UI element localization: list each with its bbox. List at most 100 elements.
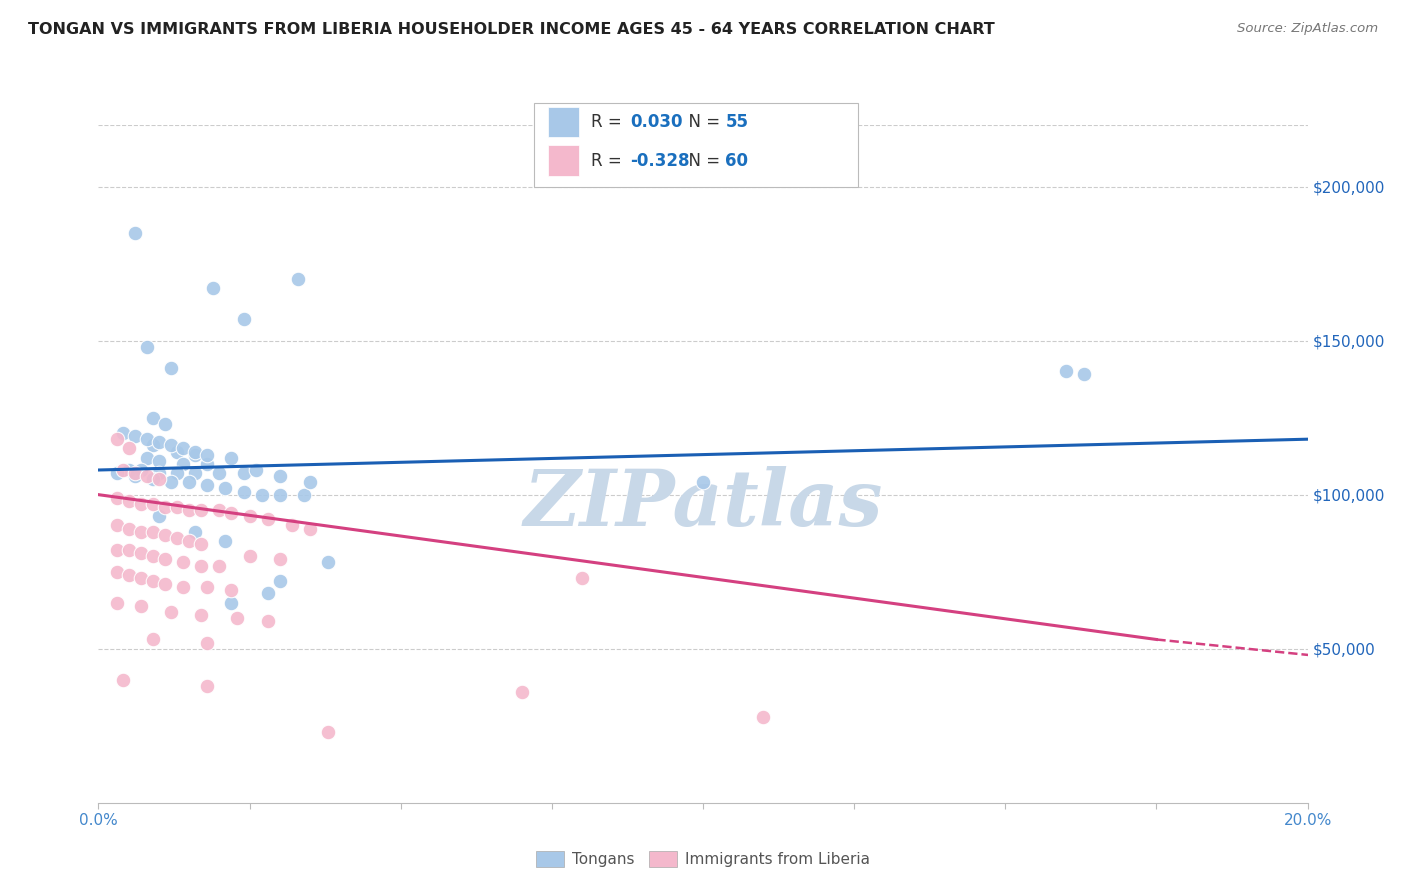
Point [118, 442, 141, 456]
Point [232, 484, 254, 499]
Point [299, 522, 322, 536]
Point [239, 549, 262, 564]
Point [166, 500, 188, 514]
Point [269, 469, 291, 483]
Point [153, 417, 176, 431]
Point [135, 469, 157, 483]
Point [111, 425, 134, 440]
Point [135, 340, 157, 354]
Point [184, 524, 207, 539]
Point [269, 552, 291, 566]
Point [226, 611, 249, 625]
Point [105, 595, 128, 609]
Point [195, 478, 218, 492]
Point [510, 685, 533, 699]
Text: ZIPatlas: ZIPatlas [523, 467, 883, 542]
Point [142, 438, 165, 452]
Point [105, 518, 128, 533]
Point [142, 497, 165, 511]
Point [105, 565, 128, 579]
Point [190, 503, 212, 517]
Point [221, 506, 243, 520]
Point [142, 410, 165, 425]
Point [166, 466, 188, 480]
Point [195, 580, 218, 594]
Point [179, 475, 201, 490]
Point [135, 450, 157, 465]
Point [105, 491, 128, 505]
Point [190, 537, 212, 551]
Point [208, 466, 231, 480]
Point [160, 361, 183, 376]
Point [214, 533, 236, 548]
Text: N =: N = [678, 113, 725, 131]
Point [111, 673, 134, 687]
Point [316, 725, 339, 739]
Point [142, 549, 165, 564]
Point [752, 709, 775, 723]
Text: Source: ZipAtlas.com: Source: ZipAtlas.com [1237, 22, 1378, 36]
Point [148, 466, 170, 480]
Point [184, 448, 207, 462]
Point [124, 226, 146, 240]
Point [166, 444, 188, 458]
Point [269, 488, 291, 502]
Point [148, 472, 170, 486]
Point [129, 463, 152, 477]
Point [118, 567, 141, 582]
Point [195, 448, 218, 462]
Point [1054, 364, 1077, 378]
Point [129, 497, 152, 511]
Point [118, 493, 141, 508]
Point [202, 281, 225, 295]
Text: N =: N = [678, 152, 725, 169]
Point [250, 488, 273, 502]
Point [172, 580, 194, 594]
Point [692, 475, 714, 490]
Text: R =: R = [591, 113, 627, 131]
Point [179, 533, 201, 548]
Point [256, 586, 278, 600]
Point [292, 488, 315, 502]
Point [299, 475, 322, 490]
Text: -0.328: -0.328 [630, 152, 689, 169]
Point [232, 466, 254, 480]
Point [166, 531, 188, 545]
Point [153, 577, 176, 591]
Point [160, 605, 183, 619]
Text: 0.030: 0.030 [630, 113, 682, 131]
Point [256, 512, 278, 526]
Point [256, 614, 278, 628]
Point [232, 312, 254, 326]
Point [148, 509, 170, 524]
Point [245, 463, 267, 477]
Point [287, 272, 309, 286]
Point [184, 466, 207, 480]
Point [124, 429, 146, 443]
Point [118, 522, 141, 536]
Point [208, 558, 231, 573]
Point [135, 432, 157, 446]
Point [124, 469, 146, 483]
Point [239, 509, 262, 524]
Point [111, 463, 134, 477]
Point [148, 454, 170, 468]
Point [221, 583, 243, 598]
Point [571, 571, 593, 585]
Point [118, 463, 141, 477]
Point [190, 607, 212, 622]
Point [148, 435, 170, 450]
Point [184, 444, 207, 458]
Point [118, 543, 141, 558]
Point [208, 503, 231, 517]
Point [195, 635, 218, 649]
Point [129, 524, 152, 539]
Point [1073, 368, 1095, 382]
Text: 55: 55 [725, 113, 748, 131]
Text: 60: 60 [725, 152, 748, 169]
Point [172, 457, 194, 471]
Point [160, 438, 183, 452]
Point [129, 599, 152, 613]
Text: TONGAN VS IMMIGRANTS FROM LIBERIA HOUSEHOLDER INCOME AGES 45 - 64 YEARS CORRELAT: TONGAN VS IMMIGRANTS FROM LIBERIA HOUSEH… [28, 22, 995, 37]
Point [142, 472, 165, 486]
